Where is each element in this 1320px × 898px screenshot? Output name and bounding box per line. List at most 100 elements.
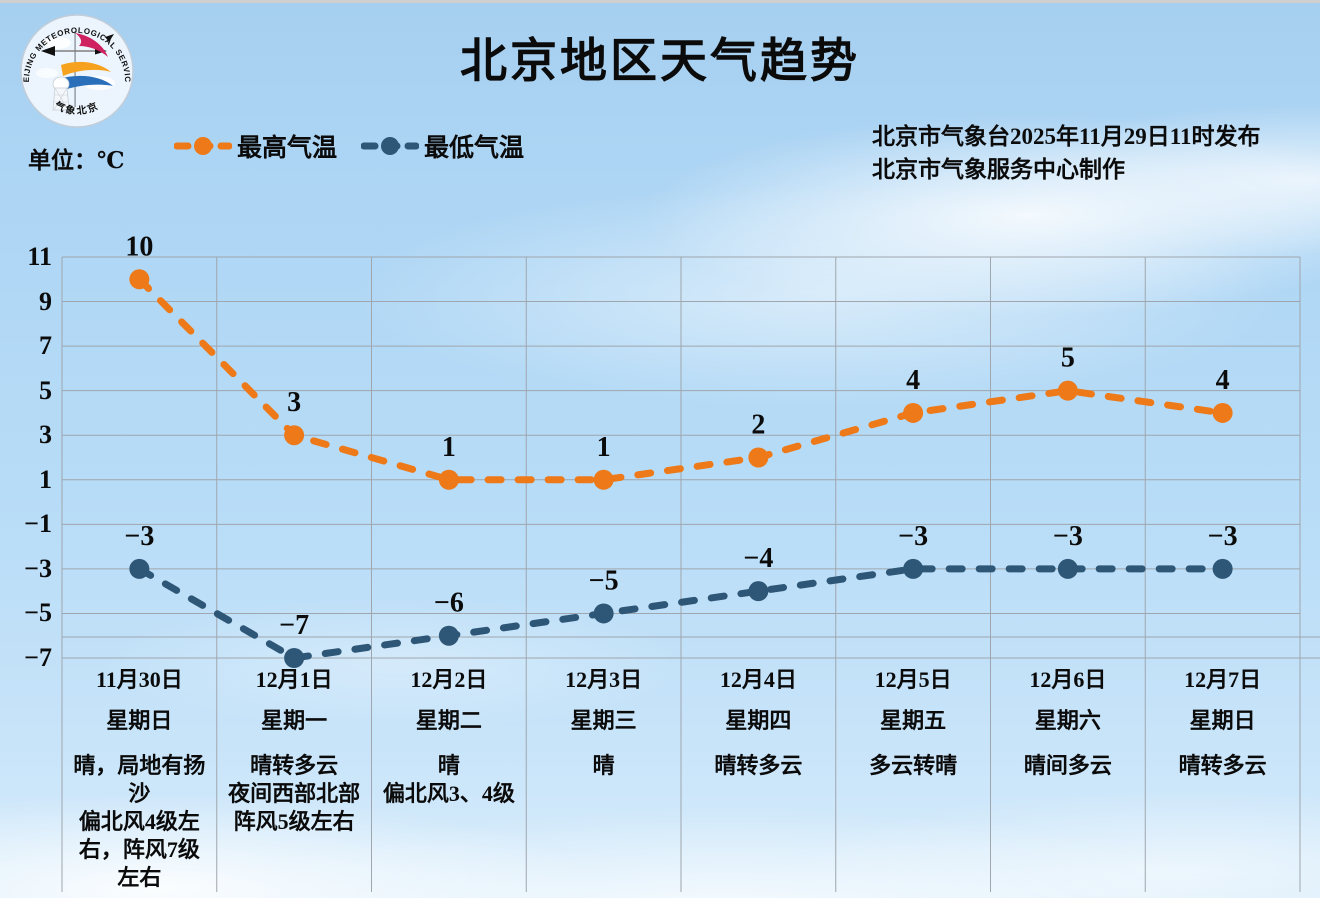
- y-axis-tick: 3: [39, 420, 52, 450]
- day-weekday: 星期二: [415, 708, 482, 733]
- data-label: −6: [434, 588, 464, 619]
- data-point: [1212, 558, 1233, 579]
- day-column: 11月30日 星期日 晴，局地有扬沙 偏北风4级左右，阵风7级左右: [62, 661, 217, 892]
- data-point: [748, 581, 769, 602]
- day-date: 11月30日: [95, 667, 183, 692]
- day-column: 12月1日 星期一 晴转多云 夜间西部北部阵风5级左右: [217, 661, 372, 892]
- series-line: [135, 565, 1227, 662]
- day-weather: 晴: [592, 753, 615, 778]
- legend-label-high: 最高气温: [237, 135, 338, 162]
- y-axis-tick: −1: [24, 509, 52, 539]
- y-axis-tick: 11: [27, 242, 52, 271]
- data-label: −5: [589, 565, 619, 596]
- y-axis-tick: 9: [39, 286, 52, 316]
- day-weekday: 星期日: [106, 708, 173, 733]
- data-label: −4: [743, 543, 773, 574]
- day-wind: 偏北风3、4级: [382, 781, 515, 806]
- day-date: 12月2日: [410, 667, 488, 692]
- data-point: [593, 603, 614, 624]
- day-date: 12月5日: [874, 667, 952, 692]
- beijing-meteorological-service-logo: BEIJING METEOROLOGICAL SERVICE 气象北京: [17, 11, 134, 128]
- logo-crossbar: [43, 50, 105, 52]
- data-label: −3: [124, 521, 154, 552]
- data-point: [1057, 380, 1078, 401]
- day-weather: 晴转多云: [250, 753, 339, 778]
- day-weekday: 星期六: [1034, 708, 1101, 733]
- data-point: [903, 402, 924, 423]
- day-column: 12月5日 星期五 多云转晴: [836, 661, 991, 892]
- data-label: −3: [898, 521, 928, 552]
- data-label: 10: [125, 231, 153, 262]
- data-label: 5: [1061, 343, 1075, 374]
- logo-orange-swoosh: [61, 61, 111, 76]
- unit-label: 单位：℃: [28, 148, 125, 173]
- data-label: −3: [1053, 521, 1083, 552]
- data-label: 1: [442, 432, 456, 463]
- data-label: 3: [287, 387, 301, 418]
- day-wind: 夜间西部北部阵风5级左右: [228, 781, 361, 834]
- y-axis-tick: −7: [24, 643, 52, 672]
- data-point: [593, 469, 614, 490]
- logo-tower-lattice: [53, 87, 69, 111]
- logo-wind-vane-icon: [41, 46, 55, 56]
- dashed-line-marker-icon: [174, 137, 232, 155]
- logo-red-swoosh: [75, 33, 108, 57]
- logo-cloud: [36, 68, 58, 78]
- y-axis-tick: 7: [39, 331, 52, 361]
- legend-label-low: 最低气温: [424, 135, 525, 162]
- day-weather: 多云转晴: [869, 753, 958, 778]
- day-date: 12月4日: [719, 667, 797, 692]
- data-point: [748, 447, 769, 468]
- page-title: 北京地区天气趋势: [460, 36, 860, 88]
- logo-cloud: [43, 37, 71, 49]
- day-weekday: 星期四: [725, 708, 792, 733]
- data-label: 1: [597, 432, 611, 463]
- day-weather: 晴，局地有扬沙: [73, 753, 206, 806]
- data-point: [284, 425, 305, 446]
- day-weather: 晴: [437, 753, 460, 778]
- dashed-line-marker-icon: [361, 137, 420, 155]
- day-column: 12月2日 星期二 晴 偏北风3、4级: [372, 661, 527, 892]
- data-point: [1057, 558, 1078, 579]
- day-column: 12月6日 星期六 晴间多云: [991, 661, 1146, 892]
- day-wind: 偏北风4级左右，阵风7级左右: [78, 809, 200, 890]
- data-label: 2: [751, 410, 765, 441]
- day-weather: 晴转多云: [1178, 753, 1267, 778]
- y-axis-tick: 5: [39, 375, 52, 405]
- logo-blue-swoosh: [59, 75, 113, 91]
- day-weekday: 星期一: [261, 708, 328, 733]
- logo-plane-icon: [105, 34, 114, 42]
- day-date: 12月1日: [255, 667, 333, 692]
- data-point: [129, 269, 150, 290]
- x-axis-day-columns: 11月30日 星期日 晴，局地有扬沙 偏北风4级左右，阵风7级左右 12月1日 …: [62, 661, 1300, 892]
- data-label: −7: [279, 610, 309, 641]
- y-axis-tick: −3: [24, 553, 52, 583]
- data-point: [1212, 402, 1233, 423]
- day-column: 12月3日 星期三 晴: [526, 661, 681, 892]
- data-label: 4: [906, 365, 920, 396]
- day-column: 12月4日 星期四 晴转多云: [681, 661, 836, 892]
- day-weather: 晴间多云: [1023, 753, 1112, 778]
- data-label: 4: [1216, 365, 1230, 396]
- y-axis-tick: −5: [24, 598, 52, 628]
- day-weekday: 星期日: [1189, 708, 1256, 733]
- issue-line-2: 北京市气象服务中心制作: [872, 157, 1125, 182]
- day-weekday: 星期三: [570, 708, 637, 733]
- data-point: [903, 558, 924, 579]
- legend-item-high: 最高气温: [174, 128, 337, 164]
- data-label: −3: [1208, 521, 1238, 552]
- day-weather: 晴转多云: [714, 753, 803, 778]
- day-date: 12月3日: [565, 667, 643, 692]
- day-date: 12月7日: [1184, 667, 1262, 692]
- data-point: [129, 558, 150, 579]
- issue-info: 北京市气象台2025年11月29日11时发布 北京市气象服务中心制作: [872, 120, 1260, 186]
- data-point: [284, 648, 305, 668]
- y-axis-tick: 1: [39, 464, 52, 494]
- data-point: [438, 625, 459, 646]
- series-line: [135, 275, 1227, 484]
- day-date: 12月6日: [1029, 667, 1107, 692]
- day-column: 12月7日 星期日 晴转多云: [1145, 661, 1300, 892]
- chart-legend: 最高气温 最低气温: [174, 128, 524, 164]
